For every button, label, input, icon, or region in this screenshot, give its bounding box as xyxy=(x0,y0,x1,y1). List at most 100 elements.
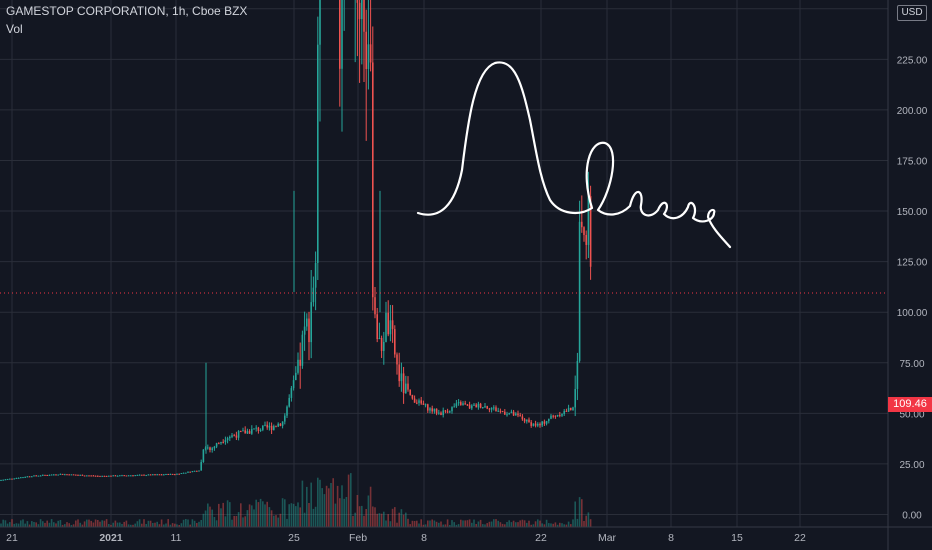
candle-body xyxy=(589,196,592,267)
candle-body xyxy=(479,403,482,408)
candle-body xyxy=(270,425,273,430)
candle-body xyxy=(519,415,521,417)
volume-bar xyxy=(574,501,576,527)
volume-bar xyxy=(193,520,196,527)
volume-bars xyxy=(0,473,592,527)
candle-body xyxy=(66,474,68,476)
volume-bar xyxy=(482,524,484,527)
candle-body xyxy=(537,423,539,426)
volume-bar xyxy=(508,520,510,527)
candle-body xyxy=(385,312,387,342)
candle-body xyxy=(297,359,299,373)
volume-bar xyxy=(279,513,282,527)
candle-body xyxy=(583,227,585,235)
candle-body xyxy=(127,475,130,477)
candle-body xyxy=(235,435,238,438)
volume-bar xyxy=(284,499,286,527)
volume-bar xyxy=(438,522,440,527)
volume-bar xyxy=(295,506,297,527)
volume-bar xyxy=(242,517,244,527)
volume-bar xyxy=(515,522,517,527)
candle-body xyxy=(475,404,477,408)
candle-body xyxy=(563,410,565,415)
volume-bar xyxy=(372,506,374,527)
volume-bar xyxy=(409,524,411,527)
x-tick-label: 25 xyxy=(288,532,300,544)
candle-body xyxy=(497,410,499,412)
candle-body xyxy=(108,475,110,477)
volume-bar xyxy=(358,506,361,527)
candle-body xyxy=(224,440,227,442)
volume-bar xyxy=(552,523,554,527)
candle-body xyxy=(114,475,117,477)
volume-bar xyxy=(270,510,273,527)
volume-bar xyxy=(121,524,123,527)
volume-bar xyxy=(457,524,460,527)
volume-bar xyxy=(473,519,475,527)
volume-bar xyxy=(297,502,299,527)
candle-body xyxy=(453,406,455,408)
candle-body xyxy=(218,443,220,445)
price-axis[interactable]: 0.00 25.00 50.00 75.00 100.00 125.00 150.00 175… xyxy=(887,0,932,550)
time-axis[interactable]: 21 2021 11 25 Feb 8 22 Mar 8 15 22 xyxy=(0,526,932,544)
candle-body xyxy=(176,473,178,475)
candle-body xyxy=(255,427,257,429)
volume-bar xyxy=(171,523,174,527)
candle-body xyxy=(581,221,583,228)
candle-body xyxy=(68,474,70,476)
volume-bar xyxy=(68,523,70,527)
candle-body xyxy=(532,423,535,426)
currency-button[interactable]: USD xyxy=(897,5,927,21)
candle-body xyxy=(383,341,385,351)
candle-body xyxy=(20,477,22,479)
volume-bar xyxy=(589,519,592,527)
candle-body xyxy=(198,470,200,472)
volume-bar xyxy=(587,512,590,527)
candle-body xyxy=(416,402,418,404)
volume-bar xyxy=(405,512,407,527)
volume-bar xyxy=(471,522,473,527)
volume-bar xyxy=(347,474,350,527)
volume-bar xyxy=(132,524,134,527)
candle-body xyxy=(517,413,519,416)
candle-body xyxy=(92,475,95,477)
volume-bar xyxy=(222,502,224,527)
candle-body xyxy=(246,431,249,434)
grid-lines xyxy=(0,0,888,527)
candle-body xyxy=(37,475,40,477)
volume-bar xyxy=(259,498,262,527)
candle-body xyxy=(561,414,563,416)
y-tick-label: 150.00 xyxy=(897,207,928,218)
candle-body xyxy=(64,474,66,476)
candle-body xyxy=(356,0,359,3)
candle-body xyxy=(552,415,554,417)
candle-body xyxy=(369,44,372,63)
volume-bar xyxy=(495,519,497,527)
volume-bar xyxy=(396,522,398,527)
volume-bar xyxy=(475,524,477,527)
candle-body xyxy=(248,431,251,434)
volume-bar xyxy=(101,520,103,527)
x-tick-label: 22 xyxy=(535,532,547,544)
candle-body xyxy=(53,474,55,476)
volume-bar xyxy=(110,524,112,527)
volume-bar xyxy=(572,519,574,527)
volume-bar xyxy=(116,522,119,527)
volume-bar xyxy=(145,524,147,527)
volume-bar xyxy=(563,524,565,527)
candle-body xyxy=(158,474,161,476)
candle-body xyxy=(411,394,414,399)
volume-bar xyxy=(244,516,246,527)
candle-body xyxy=(31,476,33,478)
candle-body xyxy=(61,473,64,475)
volume-bar xyxy=(314,506,317,527)
candle-body xyxy=(482,407,484,409)
candle-body xyxy=(141,474,143,476)
volume-bar xyxy=(37,524,40,527)
volume-bar xyxy=(506,522,508,527)
volume-bar xyxy=(105,519,108,527)
volume-bar xyxy=(365,509,367,527)
volume-bar xyxy=(44,522,46,527)
candle-body xyxy=(501,411,504,413)
